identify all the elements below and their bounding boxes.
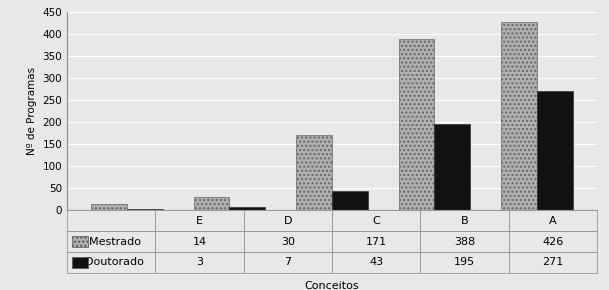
Bar (501, 22, 537, 211)
Bar (537, 91, 572, 211)
Bar (332, 191, 368, 211)
Bar (194, 197, 230, 211)
Text: Conceitos: Conceitos (304, 280, 359, 290)
Bar (230, 207, 266, 211)
Bar (398, 39, 434, 211)
Bar (91, 204, 127, 211)
Bar (434, 124, 470, 211)
Bar (296, 135, 332, 211)
Y-axis label: Nº de Programas: Nº de Programas (27, 67, 37, 155)
Bar (127, 209, 163, 211)
